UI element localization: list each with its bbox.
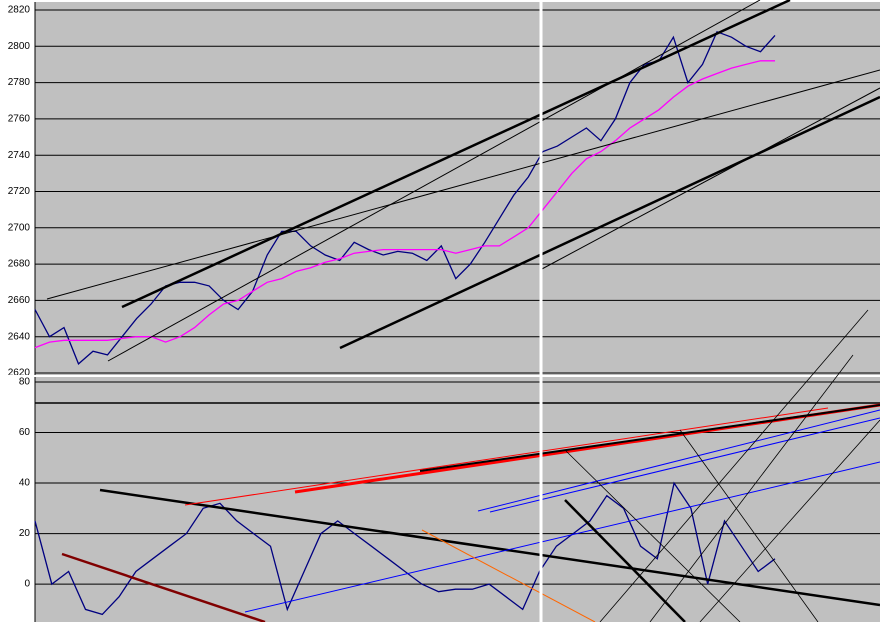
trend-line [107, 0, 761, 362]
y-tick-label: 0 [24, 579, 30, 590]
y-tick-label: 60 [19, 427, 31, 438]
y-tick-label: 2620 [8, 368, 31, 379]
y-tick-label: 2660 [8, 295, 31, 306]
price-panel: 2620 2640 2660 2680 2700 2720 2740 2760 2780 2800… [7, 2, 880, 379]
trend-lines [35, 309, 880, 624]
y-tick-label: 40 [19, 478, 31, 489]
y-tick-label: 2820 [8, 5, 31, 16]
series-line [34, 481, 776, 616]
y-tick-label: 2760 [8, 114, 31, 125]
trend-line [477, 409, 880, 512]
y-tick-label: 2780 [8, 77, 31, 88]
trend-line [244, 461, 880, 613]
y-tick-label: 2720 [8, 186, 31, 197]
trend-line [61, 552, 266, 624]
trend-line [419, 404, 880, 472]
trend-line [679, 429, 819, 623]
y-tick-label: 2700 [8, 222, 31, 233]
trend-line [99, 488, 880, 607]
series-line [34, 60, 775, 349]
plot-area [35, 377, 880, 622]
trend-line [121, 0, 791, 309]
trend-line [564, 449, 741, 623]
trend-line [649, 354, 854, 623]
trend-lines [46, 0, 880, 375]
y-tick-label: 2740 [8, 150, 31, 161]
plot-area [35, 2, 880, 375]
trend-line [489, 417, 880, 513]
y-tick-label: 80 [19, 377, 31, 388]
y-tick-label: 2680 [8, 259, 31, 270]
y-tick-label: 2640 [8, 331, 31, 342]
oscillator-panel: 0 20 40 60 80 [0, 375, 880, 622]
trend-line [184, 407, 829, 506]
trend-line [599, 309, 869, 623]
y-tick-label: 2800 [8, 41, 31, 52]
trend-line [539, 87, 880, 271]
trend-line [339, 95, 880, 350]
trend-line [699, 419, 880, 623]
y-tick-label: 20 [19, 528, 31, 539]
trend-line [421, 529, 596, 623]
trend-line [46, 69, 880, 300]
